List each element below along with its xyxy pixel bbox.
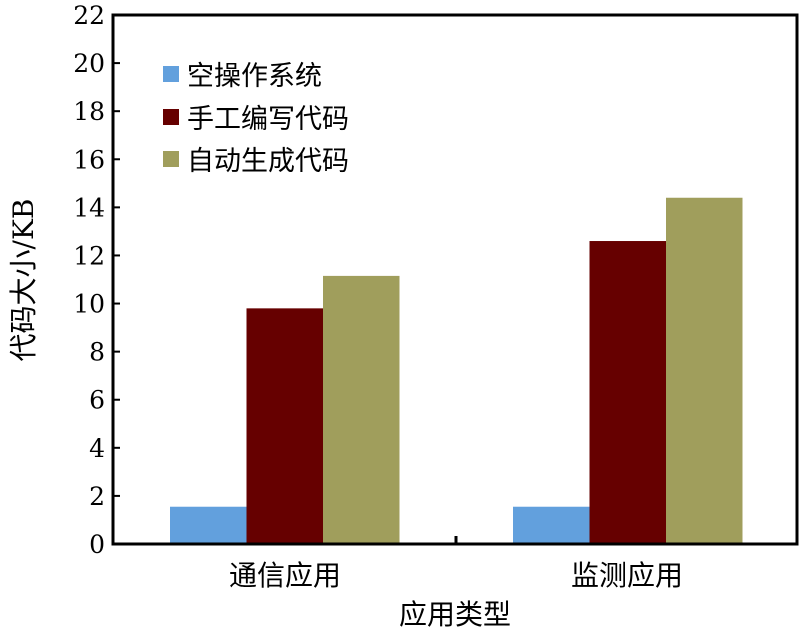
x-tick-label: 监测应用 [571,559,683,592]
y-tick-label: 4 [89,434,105,463]
y-tick-label: 6 [89,386,105,415]
bar-3-1 [323,275,400,544]
bar-1-2 [513,506,590,544]
bar-1-1 [170,506,247,544]
legend-swatch-1 [163,66,179,82]
y-tick-label: 0 [89,530,105,559]
legend-label-3: 自动生成代码 [187,146,349,177]
y-tick-label: 10 [73,290,105,319]
y-axis-label: 代码大小/KB [7,199,40,362]
y-tick-label: 16 [73,145,105,174]
x-tick-label: 通信应用 [229,559,341,592]
legend-label-2: 手工编写代码 [187,104,349,135]
y-tick-label: 12 [73,241,105,270]
bar-3-2 [666,197,743,544]
bar-2-2 [589,241,666,544]
y-tick-label: 2 [89,482,105,511]
bar-2-1 [246,308,323,544]
y-tick-label: 14 [73,193,105,222]
y-tick-label: 22 [73,1,105,30]
y-tick-label: 8 [89,338,105,367]
x-axis-label: 应用类型 [399,598,511,631]
legend-swatch-3 [163,151,179,167]
legend-label-1: 空操作系统 [187,61,322,92]
y-tick-label: 18 [73,97,105,126]
legend-swatch-2 [163,109,179,125]
y-tick-label: 20 [73,49,105,78]
